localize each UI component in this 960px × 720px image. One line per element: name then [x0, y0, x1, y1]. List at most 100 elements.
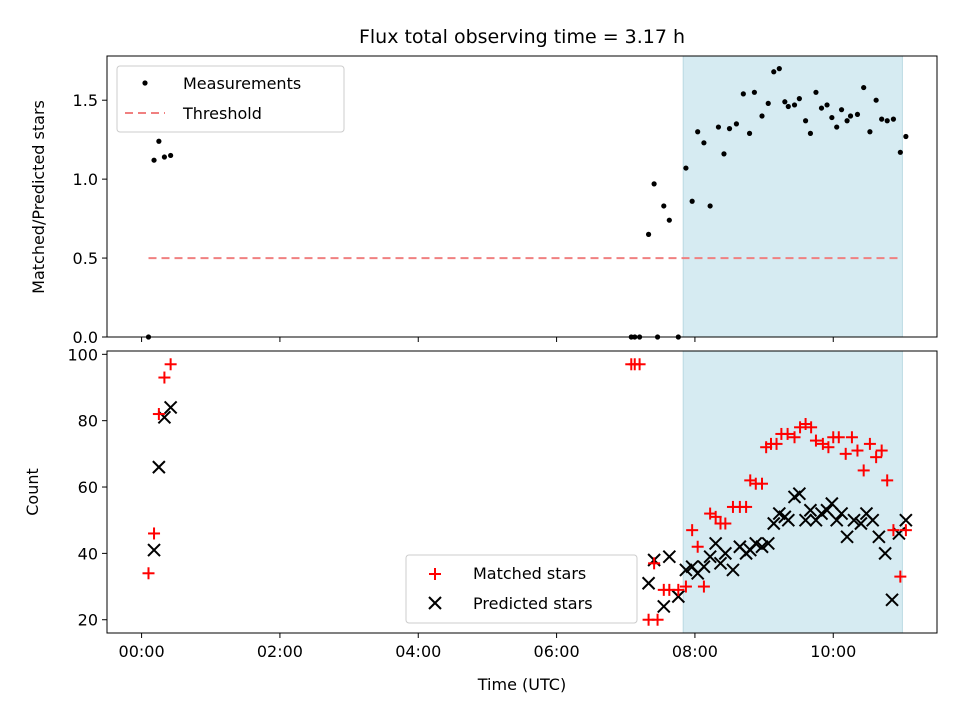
- predicted-star-point: [798, 513, 813, 527]
- measurement-point: [683, 165, 689, 171]
- matched-star-point: [697, 580, 710, 593]
- bottom-x-tick-label: 00:00: [119, 642, 165, 661]
- measurement-point: [824, 102, 830, 108]
- predicted-star-stroke-b: [803, 503, 818, 517]
- matched-star-point: [158, 371, 171, 384]
- top-y-tick-label: 1.0: [73, 170, 98, 189]
- measurement-point: [782, 99, 788, 105]
- predicted-star-point: [662, 549, 677, 564]
- predicted-star-point: [147, 543, 161, 557]
- measurement-point: [785, 103, 791, 110]
- bottom-y-tick-label: 80: [78, 412, 98, 431]
- top-y-tick-label: 0.0: [73, 328, 98, 347]
- measurement-point: [867, 129, 873, 135]
- measurement-point: [838, 107, 845, 113]
- predicted-star-point: [847, 513, 861, 527]
- matched-star-point: [887, 524, 900, 537]
- measurement-point: [776, 66, 782, 72]
- measurement-point: [873, 97, 879, 103]
- measurement-point: [861, 84, 867, 91]
- predicted-star-stroke-b: [157, 410, 172, 425]
- predicted-star-stroke-b: [899, 513, 913, 527]
- matched-star-point: [863, 437, 876, 450]
- predicted-star-point: [865, 513, 880, 527]
- measurement-point: [796, 96, 802, 102]
- predicted-star-point: [718, 546, 733, 561]
- predicted-star-stroke-b: [840, 530, 854, 544]
- predicted-star-stroke-b: [152, 460, 166, 474]
- predicted-star-stroke-b: [820, 503, 834, 517]
- measurement-point: [661, 203, 667, 209]
- predicted-star-point: [703, 549, 717, 564]
- measurement-point: [726, 126, 733, 132]
- measurement-point: [897, 149, 903, 155]
- matched-star-point: [894, 570, 907, 583]
- predicted-star-stroke-b: [733, 540, 747, 554]
- predicted-star-stroke-b: [825, 496, 839, 511]
- predicted-star-point: [152, 460, 166, 474]
- predicted-star-point: [163, 400, 178, 415]
- matched-star-point: [839, 447, 852, 460]
- bottom-x-tick-label: 04:00: [395, 642, 441, 661]
- measurement-point: [818, 105, 825, 111]
- matched-star-point: [756, 477, 769, 490]
- measurement-point: [168, 152, 174, 159]
- predicted-star-stroke-b: [885, 593, 899, 607]
- matched-star-point: [857, 464, 870, 477]
- top-legend-box: [116, 65, 345, 133]
- bottom-y-axis-label: Count: [23, 468, 42, 516]
- bottom-shaded-region: [682, 350, 903, 634]
- top-legend: Measurements Threshold: [116, 65, 345, 133]
- matched-star-point: [679, 580, 692, 593]
- predicted-star-point: [803, 503, 818, 517]
- bottom-panel: 20 40 60 80 100 00:00 02:00 04:00 06:00 08:00 10:…: [23, 345, 938, 694]
- predicted-star-point: [872, 530, 886, 544]
- predicted-star-stroke-b: [865, 513, 880, 527]
- matched-star-point: [875, 444, 888, 457]
- matched-star-point: [672, 583, 685, 596]
- predicted-star-point: [755, 540, 769, 554]
- bottom-legend-box: [405, 554, 638, 624]
- legend-predicted-label: Predicted stars: [473, 594, 593, 613]
- predicted-star-point: [641, 576, 656, 590]
- measurement-point: [161, 154, 168, 160]
- bottom-y-tick-label: 40: [78, 544, 98, 563]
- predicted-star-stroke-b: [878, 546, 892, 561]
- matched-star-point: [633, 358, 646, 371]
- measurement-point: [651, 181, 657, 187]
- predicted-star-point: [671, 589, 686, 604]
- legend-threshold-label: Threshold: [182, 104, 262, 123]
- matched-star-point: [709, 510, 722, 523]
- predicted-star-stroke-b: [772, 506, 787, 521]
- measurement-point: [807, 130, 814, 136]
- top-points-layer: [145, 66, 909, 340]
- matched-star-point: [870, 451, 883, 464]
- matched-star-point: [740, 500, 753, 513]
- matched-star-point: [164, 358, 177, 371]
- predicted-star-stroke-b: [685, 559, 699, 574]
- matched-star-point: [899, 524, 912, 537]
- predicted-star-point: [713, 556, 728, 571]
- predicted-star-stroke-b: [718, 546, 733, 561]
- legend-matched-marker: [429, 568, 441, 580]
- predicted-star-stroke-b: [749, 536, 763, 551]
- bottom-x-tick-label: 08:00: [672, 642, 718, 661]
- predicted-star-stroke-b: [854, 516, 868, 531]
- bottom-x-tick-label: 06:00: [534, 642, 580, 661]
- bottom-y-ticks: 20 40 60 80 100: [67, 345, 107, 630]
- measurement-point: [715, 124, 722, 130]
- predicted-star-point: [679, 563, 693, 577]
- matched-star-point: [686, 524, 699, 537]
- bottom-axes-frame: [106, 350, 938, 634]
- predicted-star-stroke-b: [830, 513, 844, 527]
- measurement-point: [802, 118, 809, 124]
- legend-measurements-marker: [142, 80, 148, 86]
- matched-star-point: [851, 444, 864, 457]
- bottom-y-tick-label: 20: [78, 611, 98, 630]
- measurement-point: [721, 151, 727, 157]
- predicted-star-stroke-b: [847, 513, 861, 527]
- predicted-star-stroke-b: [671, 589, 686, 604]
- predicted-star-point: [697, 559, 711, 574]
- top-y-tick-label: 1.5: [73, 91, 98, 110]
